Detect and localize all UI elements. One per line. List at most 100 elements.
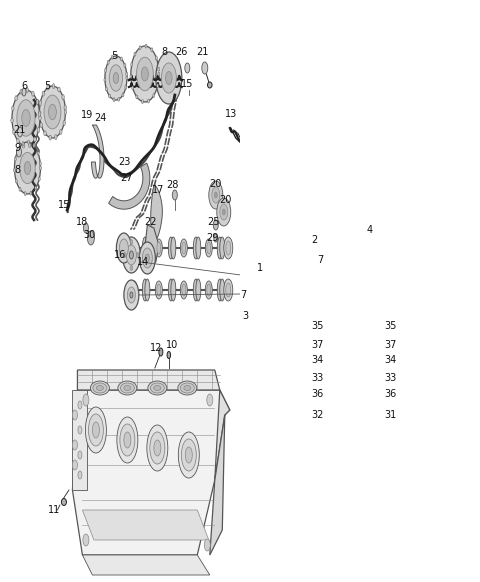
Circle shape [44, 95, 61, 129]
Circle shape [37, 151, 39, 155]
Circle shape [139, 46, 141, 49]
Text: 7: 7 [318, 255, 324, 265]
Text: 17: 17 [152, 185, 164, 195]
Ellipse shape [90, 381, 109, 395]
Circle shape [36, 100, 39, 104]
Ellipse shape [148, 381, 167, 395]
Ellipse shape [244, 144, 248, 148]
Circle shape [126, 245, 136, 265]
Circle shape [156, 56, 157, 60]
Circle shape [161, 63, 176, 93]
Ellipse shape [321, 392, 324, 396]
Polygon shape [77, 370, 220, 390]
Ellipse shape [93, 383, 107, 393]
Circle shape [22, 141, 24, 146]
Circle shape [49, 135, 51, 140]
Circle shape [64, 109, 67, 115]
Circle shape [17, 127, 23, 137]
Ellipse shape [157, 284, 161, 296]
Ellipse shape [375, 416, 382, 421]
Text: 32: 32 [312, 410, 324, 420]
Circle shape [151, 48, 153, 52]
Circle shape [122, 237, 140, 273]
Circle shape [17, 139, 19, 143]
Ellipse shape [205, 239, 212, 257]
Circle shape [26, 88, 28, 93]
Polygon shape [83, 555, 210, 575]
Ellipse shape [318, 355, 326, 365]
Circle shape [37, 127, 40, 132]
Circle shape [220, 204, 228, 220]
Ellipse shape [156, 239, 162, 257]
Circle shape [78, 401, 82, 409]
Circle shape [35, 186, 37, 190]
Text: 16: 16 [114, 250, 126, 260]
Text: 11: 11 [48, 505, 60, 515]
Ellipse shape [319, 391, 325, 398]
Circle shape [107, 61, 109, 65]
Circle shape [106, 87, 108, 91]
Ellipse shape [182, 242, 186, 254]
Circle shape [19, 187, 21, 191]
Ellipse shape [150, 432, 165, 464]
Circle shape [143, 248, 152, 268]
Ellipse shape [145, 237, 150, 259]
Circle shape [33, 144, 35, 147]
Circle shape [145, 44, 147, 48]
Circle shape [124, 253, 126, 257]
Circle shape [108, 94, 110, 98]
Polygon shape [151, 185, 162, 240]
Polygon shape [72, 390, 87, 490]
Ellipse shape [178, 381, 197, 395]
Circle shape [13, 168, 15, 172]
Circle shape [130, 265, 132, 271]
Text: 13: 13 [225, 109, 237, 119]
Circle shape [63, 120, 65, 126]
Circle shape [30, 191, 32, 195]
Circle shape [214, 234, 218, 242]
Circle shape [136, 95, 138, 99]
Circle shape [323, 331, 326, 338]
Circle shape [113, 73, 119, 83]
Ellipse shape [224, 279, 233, 301]
Circle shape [125, 86, 127, 89]
Ellipse shape [124, 385, 131, 391]
Circle shape [116, 233, 132, 263]
Ellipse shape [117, 417, 138, 463]
Text: 27: 27 [120, 173, 132, 183]
Circle shape [137, 253, 139, 257]
Ellipse shape [182, 284, 186, 296]
Circle shape [153, 94, 155, 97]
Circle shape [72, 440, 77, 450]
Ellipse shape [220, 279, 225, 301]
Circle shape [130, 74, 132, 79]
Circle shape [47, 85, 49, 90]
Ellipse shape [154, 440, 161, 456]
Ellipse shape [376, 356, 383, 368]
Ellipse shape [156, 281, 162, 299]
Circle shape [17, 100, 35, 136]
Circle shape [14, 142, 40, 194]
Circle shape [207, 394, 213, 406]
Circle shape [12, 106, 14, 111]
Ellipse shape [193, 237, 198, 259]
Ellipse shape [252, 151, 255, 157]
Ellipse shape [180, 281, 187, 299]
Circle shape [28, 140, 30, 144]
Circle shape [62, 95, 64, 100]
Circle shape [157, 67, 160, 71]
Ellipse shape [168, 279, 173, 301]
Ellipse shape [319, 356, 325, 368]
Text: 18: 18 [76, 217, 88, 227]
Circle shape [84, 223, 88, 233]
Circle shape [141, 67, 148, 81]
Text: 30: 30 [84, 230, 96, 240]
Ellipse shape [226, 241, 231, 255]
Circle shape [22, 143, 25, 148]
Ellipse shape [143, 237, 147, 259]
Circle shape [111, 55, 113, 59]
Ellipse shape [196, 237, 201, 259]
Circle shape [131, 46, 159, 102]
Circle shape [24, 161, 31, 175]
Ellipse shape [180, 239, 187, 257]
